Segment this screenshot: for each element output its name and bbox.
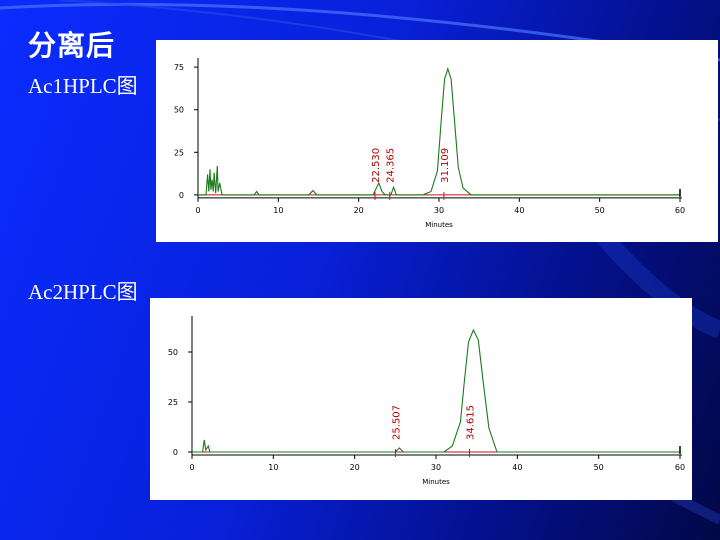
peak-label: 34.615 — [466, 405, 477, 440]
y-tick-label: 75 — [174, 63, 184, 72]
chromatogram-panel-1: 0 25 50 75 0 10 20 30 40 50 60 Minutes 22.530 24.365 3… — [156, 40, 718, 242]
peak-label: 22.530 — [371, 148, 382, 183]
x-tick-label: 30 — [431, 463, 441, 472]
peak-label: 25.507 — [391, 405, 402, 440]
x-tick-label: 10 — [273, 206, 283, 215]
x-tick-label: 0 — [189, 463, 194, 472]
y-tick-label: 0 — [179, 191, 184, 200]
y-tick-label: 50 — [174, 106, 184, 115]
x-tick-label: 60 — [675, 463, 685, 472]
x-tick-label: 10 — [268, 463, 278, 472]
peak-label: 24.365 — [386, 148, 397, 183]
slide-title: 分离后 — [28, 29, 116, 62]
chromatogram-trace — [198, 66, 680, 196]
chart-1-label: Ac1HPLC图 — [28, 74, 138, 98]
chromatogram-panel-2: 0 25 50 0 10 20 30 40 50 60 Minutes 25.507 34.615 — [150, 298, 692, 500]
chart-2-label: Ac2HPLC图 — [28, 280, 138, 304]
x-tick-label: 50 — [594, 463, 604, 472]
x-tick-label: 20 — [350, 463, 360, 472]
x-tick-label: 50 — [595, 206, 605, 215]
x-tick-label: 0 — [195, 206, 200, 215]
chromatogram-trace — [192, 328, 680, 453]
x-tick-label: 40 — [512, 463, 522, 472]
y-tick-label: 25 — [174, 148, 184, 157]
y-tick-label: 50 — [168, 348, 178, 357]
x-tick-label: 60 — [675, 206, 685, 215]
chromatogram-2: 0 25 50 0 10 20 30 40 50 60 Minutes 25.507 34.615 — [168, 316, 685, 486]
y-tick-label: 25 — [168, 398, 178, 407]
peak-label: 31.109 — [440, 148, 451, 183]
chromatogram-1: 0 25 50 75 0 10 20 30 40 50 60 Minutes 22.530 24.365 3… — [174, 58, 685, 229]
x-axis-title: Minutes — [422, 478, 450, 486]
y-tick-label: 0 — [173, 448, 178, 457]
x-tick-label: 20 — [354, 206, 364, 215]
x-tick-label: 40 — [514, 206, 524, 215]
x-tick-label: 30 — [434, 206, 444, 215]
x-axis-title: Minutes — [425, 221, 453, 229]
